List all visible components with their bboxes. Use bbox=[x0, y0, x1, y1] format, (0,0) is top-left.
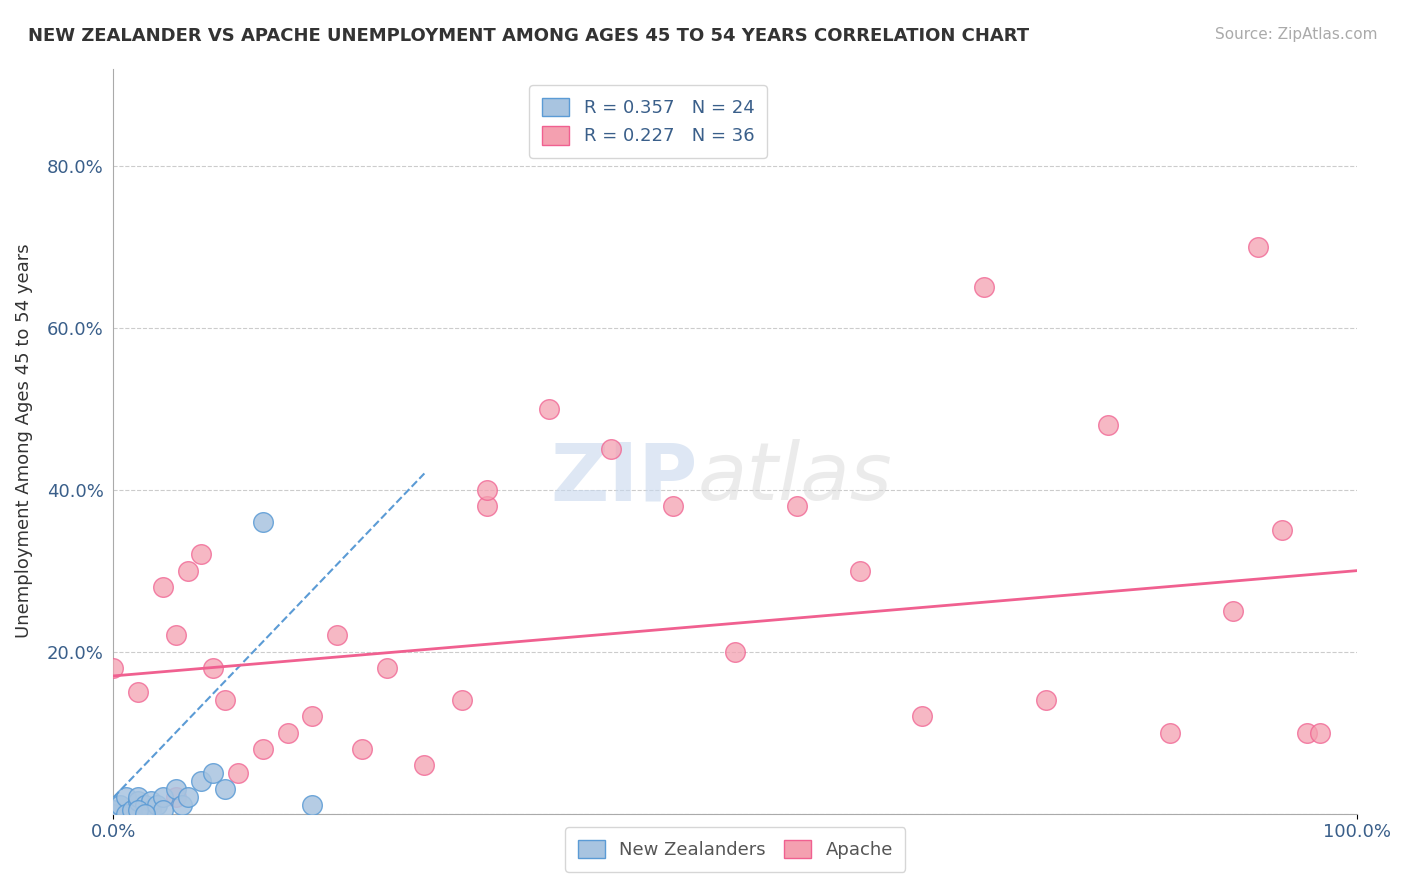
Point bbox=[1296, 725, 1319, 739]
Point bbox=[662, 499, 685, 513]
Point bbox=[848, 564, 870, 578]
Point bbox=[165, 782, 187, 797]
Point bbox=[121, 803, 143, 817]
Point bbox=[475, 483, 498, 497]
Point bbox=[146, 798, 169, 813]
Point bbox=[1159, 725, 1181, 739]
Point bbox=[413, 758, 436, 772]
Point bbox=[115, 806, 138, 821]
Point bbox=[1246, 240, 1268, 254]
Legend: R = 0.357   N = 24, R = 0.227   N = 36: R = 0.357 N = 24, R = 0.227 N = 36 bbox=[530, 85, 768, 158]
Point bbox=[301, 709, 323, 723]
Point bbox=[108, 798, 131, 813]
Point bbox=[375, 661, 398, 675]
Point bbox=[170, 798, 193, 813]
Point bbox=[103, 661, 125, 675]
Point bbox=[190, 774, 212, 789]
Point bbox=[134, 798, 156, 813]
Point bbox=[1222, 604, 1244, 618]
Point bbox=[326, 628, 349, 642]
Point bbox=[152, 790, 174, 805]
Point bbox=[301, 798, 323, 813]
Text: atlas: atlas bbox=[697, 440, 893, 517]
Point bbox=[201, 661, 224, 675]
Point bbox=[177, 564, 200, 578]
Point bbox=[165, 790, 187, 805]
Point bbox=[911, 709, 934, 723]
Y-axis label: Unemployment Among Ages 45 to 54 years: Unemployment Among Ages 45 to 54 years bbox=[15, 244, 32, 639]
Point bbox=[127, 794, 149, 808]
Point bbox=[115, 790, 138, 805]
Point bbox=[599, 442, 621, 457]
Point bbox=[252, 741, 274, 756]
Point bbox=[252, 515, 274, 529]
Point bbox=[165, 628, 187, 642]
Point bbox=[1035, 693, 1057, 707]
Point bbox=[127, 803, 149, 817]
Text: ZIP: ZIP bbox=[551, 440, 697, 517]
Point bbox=[127, 685, 149, 699]
Point bbox=[724, 645, 747, 659]
Point bbox=[177, 790, 200, 805]
Point bbox=[152, 580, 174, 594]
Point bbox=[277, 725, 299, 739]
Point bbox=[214, 782, 236, 797]
Text: Source: ZipAtlas.com: Source: ZipAtlas.com bbox=[1215, 27, 1378, 42]
Point bbox=[786, 499, 808, 513]
Point bbox=[201, 766, 224, 780]
Point bbox=[537, 401, 560, 416]
Point bbox=[134, 806, 156, 821]
Point bbox=[214, 693, 236, 707]
Point bbox=[139, 794, 162, 808]
Point bbox=[352, 741, 374, 756]
Point bbox=[127, 790, 149, 805]
Point bbox=[1097, 417, 1119, 432]
Point bbox=[450, 693, 472, 707]
Point bbox=[475, 499, 498, 513]
Text: NEW ZEALANDER VS APACHE UNEMPLOYMENT AMONG AGES 45 TO 54 YEARS CORRELATION CHART: NEW ZEALANDER VS APACHE UNEMPLOYMENT AMO… bbox=[28, 27, 1029, 45]
Point bbox=[1309, 725, 1331, 739]
Point bbox=[1271, 523, 1294, 537]
Point bbox=[103, 806, 125, 821]
Point bbox=[152, 803, 174, 817]
Point bbox=[190, 548, 212, 562]
Point bbox=[226, 766, 249, 780]
Point bbox=[139, 803, 162, 817]
Point bbox=[103, 803, 125, 817]
Point bbox=[973, 280, 995, 294]
